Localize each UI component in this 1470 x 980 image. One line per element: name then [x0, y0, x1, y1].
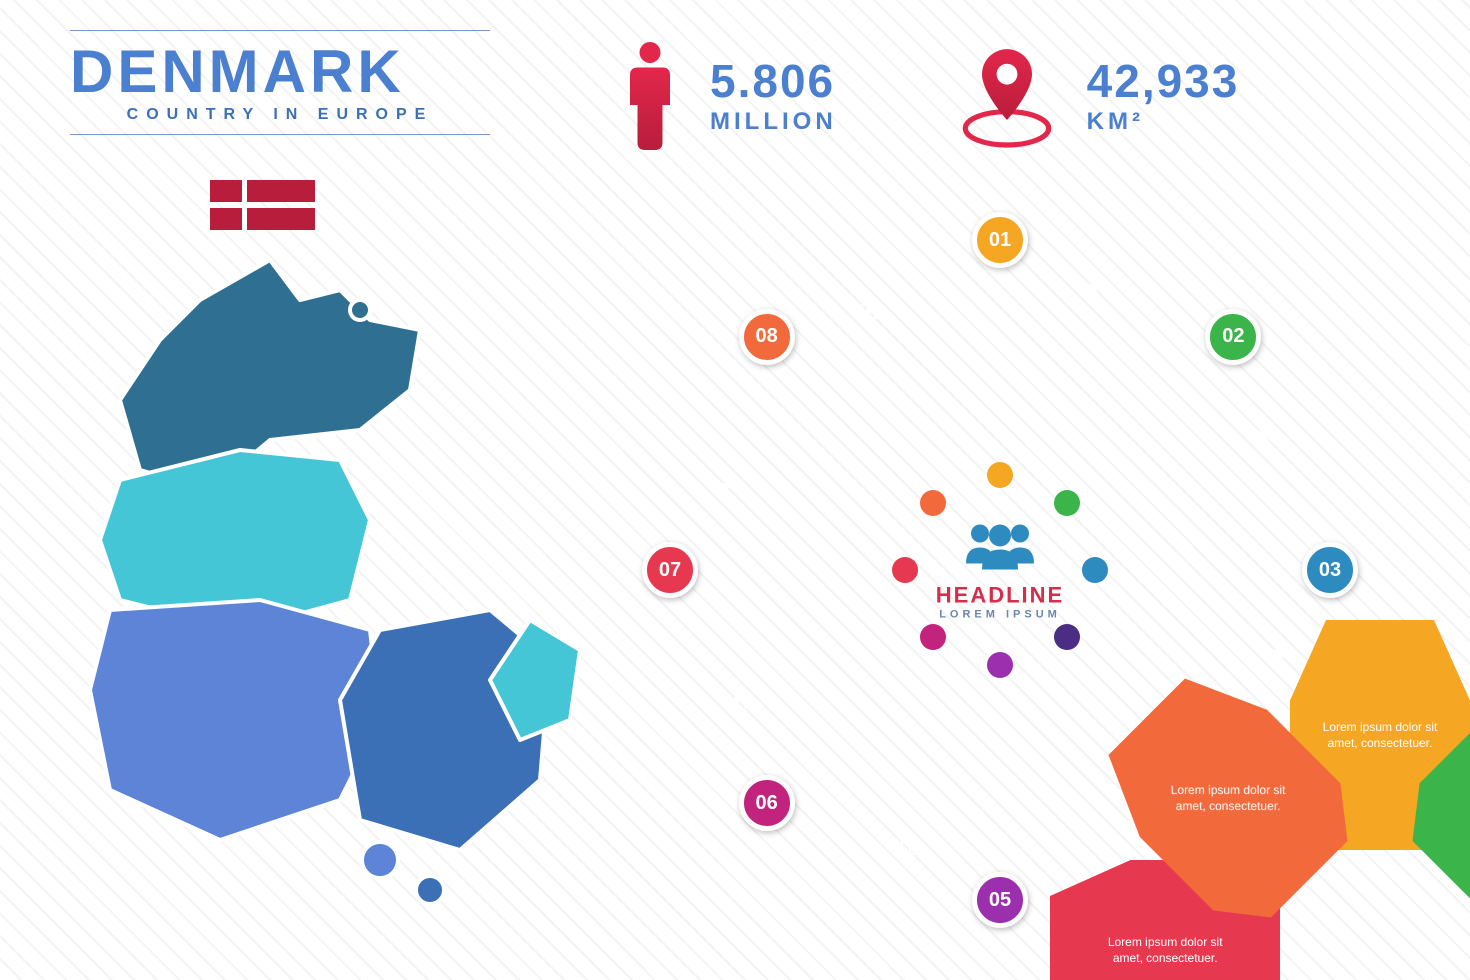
radial-infographic: Lorem ipsum dolor sit amet, consectetuer… — [620, 190, 1380, 950]
area-unit: KM² — [1087, 108, 1240, 136]
country-subtitle: COUNTRY IN EUROPE — [70, 106, 490, 134]
wheel-segment-text: Lorem ipsum dolor sit amet, consectetuer… — [1091, 934, 1239, 966]
country-header: DENMARK COUNTRY IN EUROPE — [70, 30, 490, 135]
plus-circle-icon — [846, 290, 890, 334]
gear-icon — [1236, 416, 1280, 460]
population-text: 5.806 MILLION — [710, 54, 837, 136]
wheel-dot-02 — [1054, 490, 1080, 516]
person-icon — [620, 40, 680, 150]
wheel-segment-text: Lorem ipsum dolor sit amet, consectetuer… — [1306, 719, 1454, 751]
wheel-dot-06 — [920, 624, 946, 650]
wheel-badge-08: 08 — [739, 309, 795, 365]
wheel-badge-01: 01 — [972, 212, 1028, 268]
wheel-dot-08 — [920, 490, 946, 516]
wheel-dot-05 — [987, 652, 1013, 678]
population-stat: 5.806 MILLION — [620, 40, 837, 150]
country-title: DENMARK — [70, 31, 490, 106]
top-stats: 5.806 MILLION 42,933 KM² — [620, 40, 1420, 150]
area-text: 42,933 KM² — [1087, 54, 1240, 136]
header-rule-top — [70, 30, 490, 31]
header-rule-bottom — [70, 134, 490, 135]
zoom-plus-icon — [1254, 638, 1298, 682]
population-value: 5.806 — [710, 54, 837, 108]
bulb-icon — [1068, 272, 1112, 316]
wheel-segment-text: Lorem ipsum dolor sit amet, consectetuer… — [1458, 782, 1470, 814]
wheel-center: HEADLINE LOREM IPSUM — [900, 520, 1100, 621]
wheel-segment-text: Lorem ipsum dolor sit amet, consectetuer… — [1154, 782, 1302, 814]
map-region-syddanmark — [90, 600, 380, 840]
pin-icon — [957, 40, 1057, 150]
area-value: 42,933 — [1087, 54, 1240, 108]
wheel-dot-01 — [987, 462, 1013, 488]
gears-icon — [720, 680, 764, 724]
area-stat: 42,933 KM² — [957, 40, 1240, 150]
wheel-subline: LOREM IPSUM — [900, 609, 1100, 621]
wheel-badge-07: 07 — [642, 542, 698, 598]
denmark-map — [60, 250, 600, 930]
hand-gear-icon — [702, 458, 746, 502]
wheel-badge-03: 03 — [1302, 542, 1358, 598]
wheel-badge-05: 05 — [972, 872, 1028, 928]
wheel-badge-02: 02 — [1205, 309, 1261, 365]
wheel-badge-06: 06 — [739, 775, 795, 831]
population-unit: MILLION — [710, 108, 837, 136]
people-icon — [960, 520, 1040, 572]
wheel-headline: HEADLINE — [900, 583, 1100, 609]
bar-chart-icon — [888, 824, 932, 868]
wheel-dot-04 — [1054, 624, 1080, 650]
wheel-segment-04: Lorem ipsum dolor sit amet, consectetuer… — [1387, 957, 1470, 980]
denmark-flag-icon — [210, 180, 320, 230]
